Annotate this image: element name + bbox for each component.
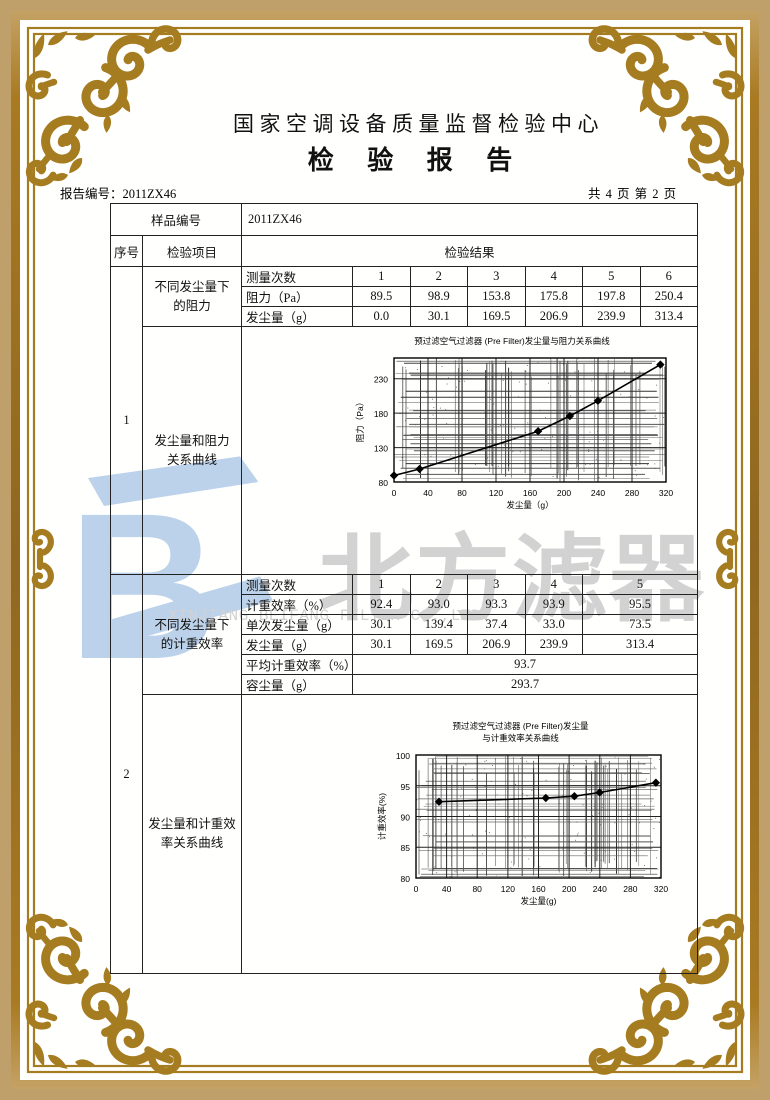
svg-text:230: 230 xyxy=(373,375,387,385)
svg-text:40: 40 xyxy=(442,884,452,894)
svg-text:320: 320 xyxy=(658,488,672,498)
svg-text:计重效率(%): 计重效率(%) xyxy=(377,793,387,840)
svg-text:80: 80 xyxy=(401,874,411,884)
svg-text:0: 0 xyxy=(391,488,396,498)
svg-text:200: 200 xyxy=(556,488,570,498)
svg-text:发尘量（g）: 发尘量（g） xyxy=(506,500,553,510)
svg-text:80: 80 xyxy=(378,478,388,488)
svg-text:发尘量(g): 发尘量(g) xyxy=(521,896,557,906)
svg-text:320: 320 xyxy=(654,884,668,894)
svg-text:160: 160 xyxy=(531,884,545,894)
svg-text:120: 120 xyxy=(501,884,515,894)
svg-text:120: 120 xyxy=(488,488,502,498)
svg-text:180: 180 xyxy=(373,409,387,419)
svg-text:160: 160 xyxy=(522,488,536,498)
svg-text:95: 95 xyxy=(401,782,411,792)
svg-text:预过滤空气过滤器 (Pre Filter)发尘量: 预过滤空气过滤器 (Pre Filter)发尘量 xyxy=(453,721,590,731)
svg-text:240: 240 xyxy=(593,884,607,894)
svg-text:280: 280 xyxy=(624,488,638,498)
svg-text:100: 100 xyxy=(396,751,410,761)
svg-text:40: 40 xyxy=(423,488,433,498)
svg-text:0: 0 xyxy=(414,884,419,894)
svg-text:80: 80 xyxy=(472,884,482,894)
svg-text:200: 200 xyxy=(562,884,576,894)
svg-text:130: 130 xyxy=(373,444,387,454)
svg-text:240: 240 xyxy=(590,488,604,498)
svg-text:280: 280 xyxy=(623,884,637,894)
svg-text:85: 85 xyxy=(401,843,411,853)
svg-text:预过滤空气过滤器 (Pre Filter)发尘量与阻力关系曲: 预过滤空气过滤器 (Pre Filter)发尘量与阻力关系曲线 xyxy=(414,336,610,346)
svg-text:与计重效率关系曲线: 与计重效率关系曲线 xyxy=(482,733,559,743)
svg-text:80: 80 xyxy=(457,488,467,498)
svg-text:阻力（Pa）: 阻力（Pa） xyxy=(355,398,365,442)
svg-text:90: 90 xyxy=(401,813,411,823)
